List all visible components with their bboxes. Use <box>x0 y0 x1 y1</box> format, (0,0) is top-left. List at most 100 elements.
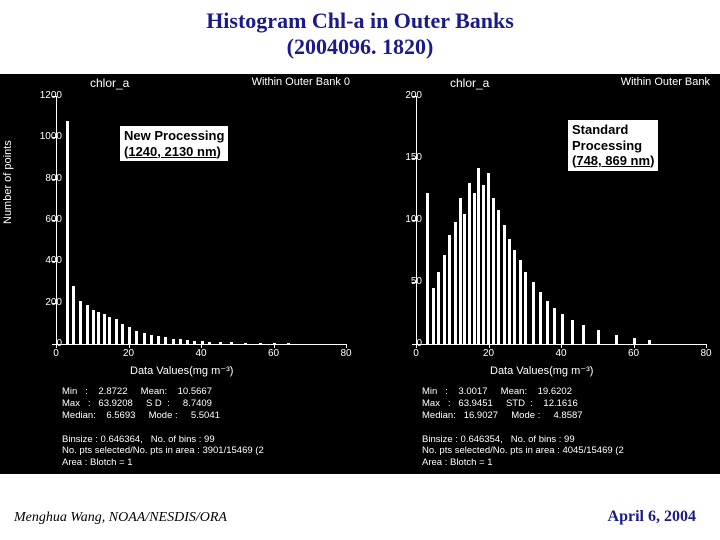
right-bar <box>459 198 462 344</box>
left-bar <box>143 333 146 344</box>
left-bar <box>157 336 160 344</box>
left-bar <box>244 343 247 344</box>
right-bar <box>426 193 429 344</box>
right-bar <box>468 183 471 344</box>
right-ytick-label: 200 <box>382 90 422 101</box>
right-bar <box>553 308 556 344</box>
left-xtick-mark <box>56 344 57 348</box>
right-bar <box>477 168 480 344</box>
left-xtick-mark <box>201 344 202 348</box>
page-title: Histogram Chl-a in Outer Banks (2004096.… <box>0 0 720 61</box>
left-bar <box>287 343 290 344</box>
left-annot-line1: New Processing <box>124 128 224 143</box>
left-bar <box>86 305 89 344</box>
right-bar <box>432 288 435 344</box>
right-bar <box>443 255 446 344</box>
left-bar <box>97 312 100 344</box>
left-ytick-label: 600 <box>22 214 62 225</box>
right-xtick-mark <box>561 344 562 348</box>
footer-date: April 6, 2004 <box>608 508 696 526</box>
left-annot-post: ) <box>217 144 221 159</box>
footer-author: Menghua Wang, NOAA/NESDIS/ORA <box>14 510 227 526</box>
right-bar <box>463 214 466 344</box>
left-bar <box>66 121 69 344</box>
right-bar <box>508 239 511 344</box>
left-bar <box>115 319 118 344</box>
title-line2: (2004096. 1820) <box>287 34 434 59</box>
title-line1: Histogram Chl-a in Outer Banks <box>206 8 514 33</box>
left-xtick-label: 40 <box>189 348 213 359</box>
left-bar <box>186 340 189 344</box>
left-bar <box>179 339 182 344</box>
right-bar <box>454 222 457 344</box>
right-annot-wl: 748, 869 nm <box>576 153 650 168</box>
right-bar <box>473 193 476 344</box>
right-annot-line1b: Processing <box>572 138 642 153</box>
right-xlabel: Data Values(mg m⁻³) <box>490 364 593 377</box>
right-bar <box>492 198 495 344</box>
right-bar <box>448 235 451 344</box>
left-bar <box>172 339 175 344</box>
right-ytick-mark <box>412 158 416 159</box>
left-bar <box>230 342 233 344</box>
left-bar <box>164 337 167 344</box>
left-annot-wl: 1240, 2130 nm <box>128 144 216 159</box>
right-bar <box>497 210 500 344</box>
left-ytick-mark <box>52 96 56 97</box>
left-bar <box>79 301 82 344</box>
left-ytick-label: 1000 <box>22 131 62 142</box>
right-bar <box>546 301 549 344</box>
left-bar <box>121 324 124 344</box>
right-annotation: Standard Processing (748, 869 nm) <box>568 120 658 171</box>
left-xtick-label: 20 <box>117 348 141 359</box>
left-ytick-mark <box>52 137 56 138</box>
left-xtick-mark <box>129 344 130 348</box>
right-stats: Min : 3.0017 Mean: 19.6202 Max : 63.9451… <box>422 386 624 469</box>
left-bar <box>72 286 75 344</box>
left-chlor-label: chlor_a <box>90 76 129 90</box>
right-bar <box>539 292 542 344</box>
left-xtick-label: 60 <box>262 348 286 359</box>
left-bar <box>92 310 95 344</box>
right-ytick-mark <box>412 282 416 283</box>
right-bar <box>597 330 600 344</box>
left-ytick-mark <box>52 220 56 221</box>
right-bar <box>503 225 506 344</box>
right-xtick-mark <box>634 344 635 348</box>
right-within-label: Within Outer Bank <box>621 76 710 88</box>
left-ylabel: Number of points <box>2 140 14 224</box>
right-xtick-mark <box>706 344 707 348</box>
right-annot-post: ) <box>650 153 654 168</box>
left-annotation: New Processing (1240, 2130 nm) <box>120 126 228 161</box>
left-stats: Min : 2.8722 Mean: 10.5667 Max : 63.9208… <box>62 386 264 469</box>
right-bar <box>648 340 651 344</box>
right-xtick-label: 80 <box>694 348 718 359</box>
left-bar <box>219 342 222 344</box>
left-bar <box>108 317 111 344</box>
left-bar <box>150 335 153 344</box>
left-bar <box>193 341 196 344</box>
right-xtick-mark <box>416 344 417 348</box>
left-bar <box>259 343 262 344</box>
right-bar <box>582 325 585 344</box>
left-bar <box>103 314 106 344</box>
left-panel: chlor_a Within Outer Bank 0 Number of po… <box>0 74 360 474</box>
right-bar <box>615 335 618 344</box>
left-ytick-label: 1200 <box>22 90 62 101</box>
right-ytick-label: 150 <box>382 152 422 163</box>
right-bar <box>437 272 440 344</box>
left-ytick-mark <box>52 261 56 262</box>
panel-area: chlor_a Within Outer Bank 0 Number of po… <box>0 74 720 474</box>
left-ytick-mark <box>52 303 56 304</box>
left-ytick-label: 200 <box>22 297 62 308</box>
left-xtick-label: 0 <box>44 348 68 359</box>
left-xtick-mark <box>346 344 347 348</box>
right-ytick-mark <box>412 220 416 221</box>
left-xlabel: Data Values(mg m⁻³) <box>130 364 233 377</box>
right-ytick-mark <box>412 96 416 97</box>
right-bar <box>561 314 564 344</box>
right-bar <box>487 173 490 344</box>
right-xtick-label: 40 <box>549 348 573 359</box>
right-xtick-label: 60 <box>622 348 646 359</box>
left-bar <box>135 331 138 344</box>
